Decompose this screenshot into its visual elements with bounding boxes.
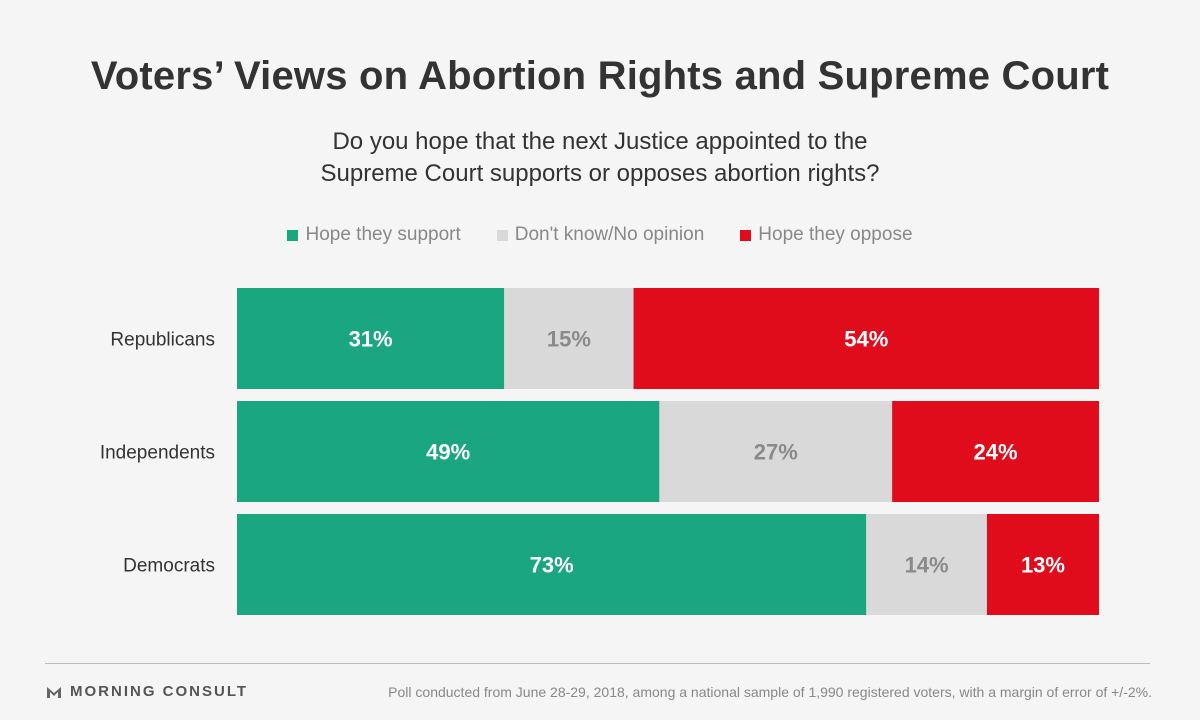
legend-label-oppose: Hope they oppose (758, 224, 913, 245)
category-label-republicans: Republicans (110, 330, 215, 351)
subtitle-line-1: Do you hope that the next Justice appoin… (332, 128, 868, 155)
footer-divider (45, 663, 1150, 664)
bar-democrats-hope-they-support (237, 514, 867, 615)
data-label-democrats-hope-they-oppose: 13% (1021, 553, 1065, 578)
legend-label-support: Hope they support (305, 224, 461, 245)
chart-title: Voters’ Views on Abortion Rights and Sup… (90, 54, 1110, 98)
bar-independents-hope-they-support (237, 401, 660, 502)
bar-democrats-don-t-know-no-opinion (866, 514, 987, 615)
bar-republicans-hope-they-support (237, 288, 505, 389)
bar-republicans-hope-they-oppose (633, 288, 1099, 389)
morning-consult-icon (47, 686, 61, 698)
legend-swatch-no-opinion (496, 229, 508, 241)
legend-swatch-support (287, 229, 299, 241)
data-label-independents-don-t-know-no-opinion: 27% (754, 440, 798, 465)
data-label-independents-hope-they-support: 49% (426, 440, 470, 465)
data-label-democrats-hope-they-support: 73% (530, 553, 574, 578)
legend-item-no-opinion: Don't know/No opinion (496, 224, 705, 246)
brand-logo: MORNING CONSULT (46, 683, 248, 700)
bar-independents-don-t-know-no-opinion (659, 401, 893, 502)
footnote: Poll conducted from June 28-29, 2018, am… (388, 684, 1152, 700)
data-label-republicans-hope-they-support: 31% (349, 327, 393, 352)
legend: Hope they support Don't know/No opinion … (0, 224, 1200, 246)
bar-independents-hope-they-oppose (892, 401, 1099, 502)
legend-item-oppose: Hope they oppose (740, 224, 913, 246)
data-label-democrats-don-t-know-no-opinion: 14% (905, 553, 949, 578)
legend-swatch-oppose (740, 229, 752, 241)
legend-item-support: Hope they support (287, 224, 461, 246)
bar-democrats-hope-they-oppose (986, 514, 1099, 615)
data-label-independents-hope-they-oppose: 24% (974, 440, 1018, 465)
category-label-democrats: Democrats (123, 556, 215, 577)
subtitle-line-2: Supreme Court supports or opposes aborti… (320, 160, 880, 187)
category-label-independents: Independents (100, 443, 215, 464)
legend-label-no-opinion: Don't know/No opinion (514, 224, 705, 245)
chart-subtitle: Do you hope that the next Justice appoin… (0, 126, 1200, 190)
data-label-republicans-don-t-know-no-opinion: 15% (547, 327, 591, 352)
bar-republicans-don-t-know-no-opinion (504, 288, 634, 389)
brand-name: MORNING CONSULT (70, 683, 249, 700)
data-label-republicans-hope-they-oppose: 54% (844, 327, 888, 352)
